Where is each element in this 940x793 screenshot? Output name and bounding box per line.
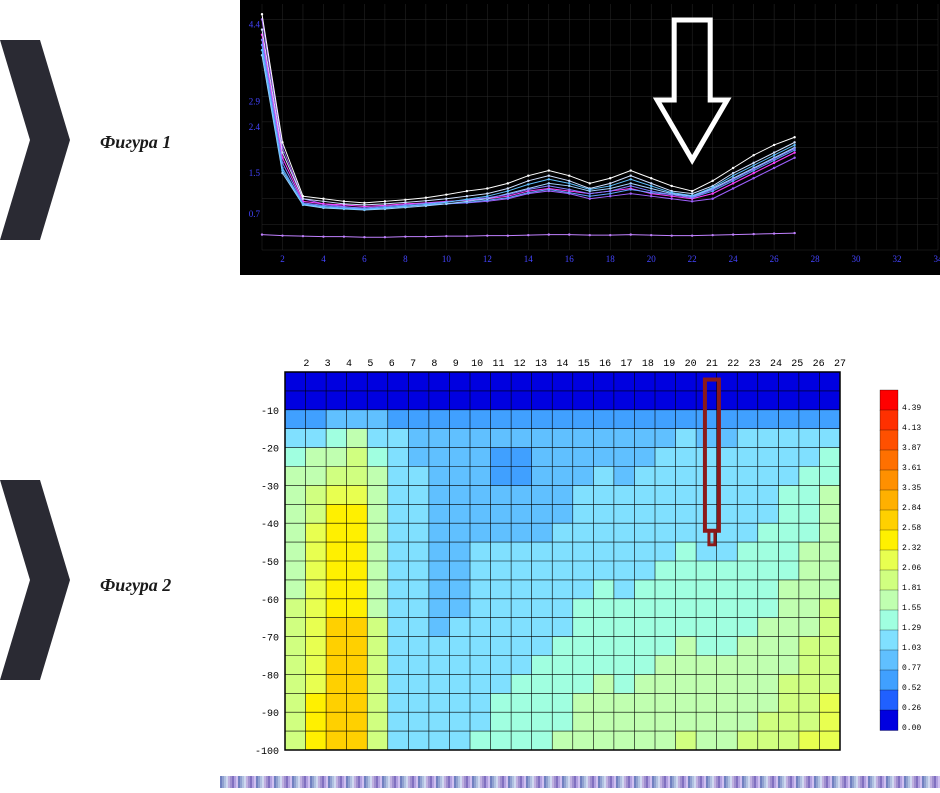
svg-text:7: 7	[410, 359, 416, 370]
svg-text:32: 32	[893, 254, 902, 264]
svg-text:-100: -100	[255, 747, 279, 758]
figure-2-label: Фигура 2	[100, 575, 171, 596]
svg-text:18: 18	[606, 254, 616, 264]
svg-text:-40: -40	[261, 520, 279, 531]
pointer-shape-1	[0, 40, 70, 240]
svg-text:3.87: 3.87	[902, 444, 921, 453]
svg-text:-20: -20	[261, 445, 279, 456]
svg-text:3: 3	[325, 359, 331, 370]
svg-text:20: 20	[647, 254, 657, 264]
svg-text:18: 18	[642, 359, 654, 370]
figure-1-label: Фигура 1	[100, 132, 171, 153]
svg-text:1.81: 1.81	[902, 584, 921, 593]
svg-text:2: 2	[280, 254, 285, 264]
svg-text:16: 16	[599, 359, 611, 370]
svg-text:-70: -70	[261, 634, 279, 645]
svg-text:1.55: 1.55	[902, 604, 921, 613]
svg-text:4: 4	[321, 254, 326, 264]
svg-text:14: 14	[524, 254, 534, 264]
svg-text:27: 27	[834, 359, 846, 370]
svg-text:12: 12	[483, 254, 492, 264]
svg-text:12: 12	[514, 359, 526, 370]
svg-text:2.84: 2.84	[902, 504, 921, 513]
svg-text:14: 14	[556, 359, 568, 370]
svg-text:19: 19	[663, 359, 675, 370]
pointer-shape-2	[0, 480, 70, 680]
svg-text:3.35: 3.35	[902, 484, 921, 493]
svg-text:2.9: 2.9	[249, 96, 261, 106]
svg-text:22: 22	[727, 359, 739, 370]
svg-text:21: 21	[706, 359, 718, 370]
svg-text:8: 8	[403, 254, 408, 264]
svg-text:10: 10	[442, 254, 452, 264]
svg-text:5: 5	[367, 359, 373, 370]
svg-text:4: 4	[346, 359, 352, 370]
svg-text:22: 22	[688, 254, 697, 264]
svg-text:10: 10	[471, 359, 483, 370]
svg-text:3.61: 3.61	[902, 464, 921, 473]
svg-text:-50: -50	[261, 558, 279, 569]
svg-text:1.5: 1.5	[249, 168, 261, 178]
svg-text:24: 24	[770, 359, 782, 370]
noise-strip	[220, 775, 940, 787]
svg-text:24: 24	[729, 254, 739, 264]
svg-text:2.06: 2.06	[902, 564, 921, 573]
svg-text:2.58: 2.58	[902, 524, 921, 533]
chart-2-heatmap: 2345678910111213141516171819202122232425…	[240, 350, 940, 760]
svg-text:0.77: 0.77	[902, 664, 921, 673]
svg-text:2: 2	[303, 359, 309, 370]
svg-text:11: 11	[492, 359, 504, 370]
svg-text:34: 34	[934, 254, 940, 264]
svg-text:15: 15	[578, 359, 590, 370]
svg-text:6: 6	[389, 359, 395, 370]
svg-text:2.4: 2.4	[249, 122, 261, 132]
chart-1-line: 0.71.52.42.94.42468101214161820222426283…	[240, 0, 940, 275]
svg-text:26: 26	[813, 359, 825, 370]
svg-text:1.03: 1.03	[902, 644, 921, 653]
svg-text:23: 23	[749, 359, 761, 370]
svg-text:30: 30	[852, 254, 862, 264]
svg-text:-80: -80	[261, 671, 279, 682]
svg-text:2.32: 2.32	[902, 544, 921, 553]
svg-text:13: 13	[535, 359, 547, 370]
svg-text:17: 17	[621, 359, 633, 370]
svg-text:-90: -90	[261, 709, 279, 720]
svg-text:26: 26	[770, 254, 780, 264]
svg-text:20: 20	[685, 359, 697, 370]
svg-text:8: 8	[431, 359, 437, 370]
svg-text:-10: -10	[261, 407, 279, 418]
svg-text:4.13: 4.13	[902, 424, 921, 433]
svg-text:16: 16	[565, 254, 575, 264]
svg-text:4.4: 4.4	[249, 20, 261, 30]
svg-text:1.29: 1.29	[902, 624, 921, 633]
svg-text:28: 28	[811, 254, 821, 264]
svg-text:-30: -30	[261, 482, 279, 493]
svg-text:0.52: 0.52	[902, 684, 921, 693]
svg-text:6: 6	[362, 254, 367, 264]
svg-text:0.7: 0.7	[249, 209, 261, 219]
svg-text:-60: -60	[261, 596, 279, 607]
svg-text:25: 25	[791, 359, 803, 370]
svg-text:0.26: 0.26	[902, 704, 921, 713]
svg-text:0.00: 0.00	[902, 724, 921, 733]
svg-text:4.39: 4.39	[902, 404, 921, 413]
svg-text:9: 9	[453, 359, 459, 370]
